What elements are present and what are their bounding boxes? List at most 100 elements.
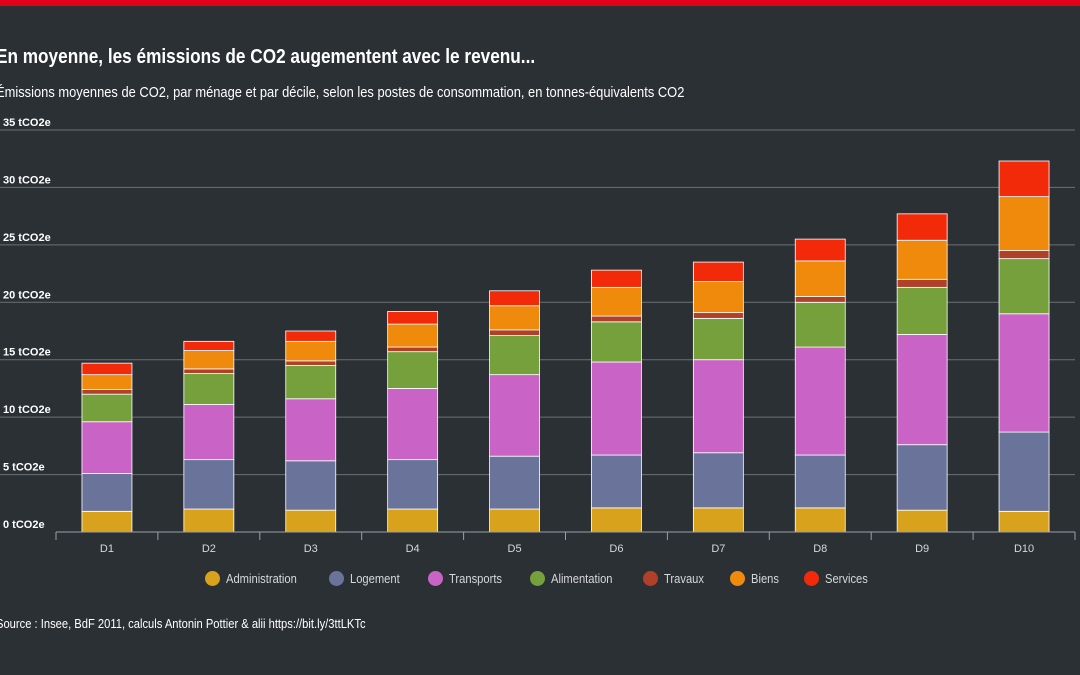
bar-segment-biens [591,286,642,317]
bar-segment-services [489,290,540,307]
x-tick-label: D8 [813,543,827,555]
bar-segment-travaux [285,360,337,366]
bar-stack-d5 [489,290,540,533]
bar-stack-d10 [998,160,1050,533]
bar-segment-transports [81,421,133,474]
bar-segment-alimentation [692,317,744,361]
bar-segment-services [794,238,846,262]
legend-swatch [328,571,344,586]
bar-segment-services [692,261,744,283]
bar-segment-travaux [183,368,235,374]
bar-segment-services [998,160,1050,198]
x-tick-label: D7 [711,543,725,555]
x-tick-label: D4 [406,543,420,555]
legend-label: Services [824,571,868,586]
y-tick-label: 35 tCO2e [3,117,51,129]
bar-segment-travaux [692,312,744,319]
bar-segment-transports [794,346,846,456]
bar-segment-alimentation [998,258,1050,315]
bar-segment-biens [692,281,744,314]
legend: Administration Logement Transports Alimenta… [0,571,1080,586]
x-tick-label: D2 [202,543,216,555]
bar-segment-administration [81,510,133,533]
legend-swatch [730,571,746,586]
legend-swatch [642,571,658,586]
bar-segment-biens [387,323,439,348]
legend-label: Alimentation [551,571,613,586]
legend-label: Biens [751,571,780,586]
bar-segment-travaux [387,346,439,353]
bar-segment-logement [285,460,337,511]
bar-segment-logement [591,454,642,509]
bar-stack-d1 [81,362,133,533]
bar-segment-administration [794,507,846,533]
x-axis: D1 D2 D3 D4 D5 D6 D7 D8 D9 D10 [55,531,1076,555]
bar-segment-administration [896,509,948,533]
bar-stack-d4 [387,311,439,533]
bar-segment-administration [489,508,540,533]
bar-segment-alimentation [387,351,439,389]
bar-segment-services [183,340,235,351]
legend-swatch [803,571,819,586]
legend-item-travaux[interactable]: Travaux [642,571,710,586]
bar-segment-logement [183,459,235,510]
y-tick-label: 10 tCO2e [3,404,51,416]
bar-segment-transports [692,359,744,454]
bar-segment-logement [489,455,540,510]
bar-segment-biens [285,340,337,362]
bar-segment-transports [896,334,948,446]
bar-segment-logement [998,431,1050,512]
bar-segment-services [81,362,133,376]
bar-segment-travaux [591,315,642,323]
y-tick-label: 0 tCO2e [3,519,45,531]
bar-segment-biens [896,239,948,280]
bar-segment-biens [183,350,235,370]
bar-segment-services [387,311,439,325]
bar-segment-alimentation [896,286,948,335]
bar-segment-administration [998,510,1050,533]
bar-segment-travaux [489,329,540,336]
x-tick-label: D10 [1014,543,1034,555]
chart-title: En moyenne, les émissions de CO2 augemen… [0,46,536,68]
bar-segment-administration [183,508,235,533]
legend-item-transports[interactable]: Transports [427,571,511,586]
legend-item-alimentation[interactable]: Alimentation [530,571,623,586]
bar-stack-d7 [692,261,744,533]
bar-segment-biens [998,196,1050,251]
bar-segment-transports [285,398,337,462]
bar-segment-logement [794,454,846,509]
top-accent-bar [0,0,1080,6]
legend-label: Logement [349,571,400,586]
y-axis-ticks: 0 tCO2e 5 tCO2e 10 tCO2e 15 tCO2e 20 tCO2e 25… [3,117,51,531]
x-tick-label: D1 [100,543,114,555]
bar-segment-travaux [81,389,133,395]
bar-segment-transports [183,404,235,461]
bar-segment-alimentation [81,393,133,423]
bar-segment-administration [692,507,744,533]
legend-label: Travaux [663,571,704,586]
bar-segment-biens [794,260,846,297]
bar-segment-logement [81,473,133,512]
x-tick-label: D5 [508,543,522,555]
bar-stack-d3 [285,330,337,533]
legend-item-administration[interactable]: Administration [205,571,308,586]
bar-segment-transports [591,361,642,456]
bar-segment-travaux [794,296,846,303]
bar-segment-transports [998,313,1050,433]
bar-segment-alimentation [794,301,846,348]
bar-segment-travaux [998,250,1050,260]
bar-segment-administration [591,507,642,533]
bar-segment-logement [387,459,439,510]
y-tick-label: 25 tCO2e [3,232,51,244]
y-tick-label: 5 tCO2e [3,462,45,474]
bar-segment-logement [692,452,744,509]
bar-segment-transports [489,374,540,457]
legend-item-logement[interactable]: Logement [328,571,408,586]
legend-item-biens[interactable]: Biens [730,571,784,586]
bar-segment-biens [489,305,540,331]
y-tick-label: 15 tCO2e [3,347,51,359]
bar-segment-services [896,213,948,241]
legend-item-services[interactable]: Services [803,571,875,586]
bar-stack-d9 [896,213,948,533]
source-note: Source : Insee, BdF 2011, calculs Antoni… [0,616,366,631]
